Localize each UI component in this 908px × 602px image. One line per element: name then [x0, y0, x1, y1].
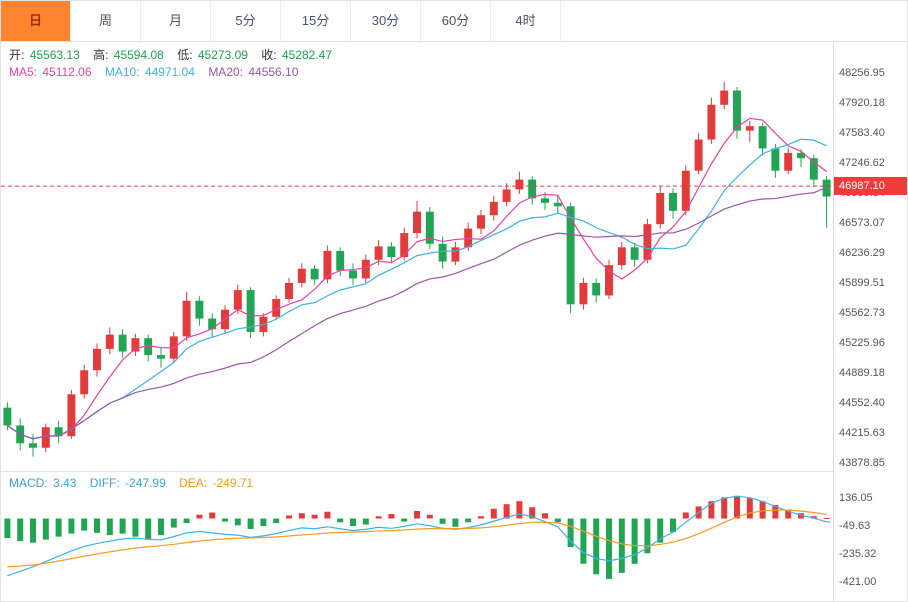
tab-60min[interactable]: 60分	[421, 1, 491, 41]
price-axis-label: 47246.62	[839, 156, 885, 169]
price-axis-label: 45562.73	[839, 306, 885, 319]
tab-week[interactable]: 周	[71, 1, 141, 41]
macd-label: MACD:	[9, 476, 48, 490]
ohlc-readout: 开: 45563.13 高: 45594.08 低: 45273.09 收: 4…	[9, 46, 342, 63]
current-price-badge: 46987.10	[834, 177, 907, 196]
close-label: 收:	[261, 48, 277, 62]
macd-axis-label: -421.00	[839, 576, 877, 589]
low-label: 低:	[177, 48, 193, 62]
price-axis: 46987.10 48256.95 47920.18 47583.40 47246.6…	[833, 41, 907, 601]
ma5-value: 45112.06	[42, 65, 92, 79]
ma5-label: MA5:	[9, 65, 38, 79]
price-axis-label: 45899.51	[839, 276, 885, 289]
price-axis-label: 44552.40	[839, 396, 885, 409]
ma-readout: MA5: 45112.06 MA10: 44971.04 MA20: 44556…	[9, 65, 308, 79]
dea-label: DEA:	[179, 476, 208, 490]
macd-readout: MACD: 3.43 DIFF: -247.99 DEA: -249.71	[9, 476, 263, 490]
price-axis-label: 44215.63	[839, 426, 885, 439]
timeframe-tabbar: 日周月 5分 15分 30分 60分 4时	[1, 1, 907, 42]
price-axis-label: 47920.18	[839, 96, 885, 109]
price-axis-label: 46573.07	[839, 216, 885, 229]
tab-day[interactable]: 日	[1, 1, 71, 41]
tab-15min[interactable]: 15分	[281, 1, 351, 41]
dea-value: -249.71	[212, 476, 254, 490]
panel-divider	[1, 471, 907, 472]
diff-label: DIFF:	[89, 476, 120, 490]
macd-axis-label: -235.32	[839, 548, 877, 561]
low-value: 45273.09	[197, 48, 248, 62]
high-value: 45594.08	[113, 48, 164, 62]
ma10-label: MA10:	[104, 65, 140, 79]
high-label: 高:	[93, 48, 109, 62]
candlestick-chart[interactable]	[1, 41, 833, 471]
tab-month[interactable]: 月	[141, 1, 211, 41]
open-label: 开:	[9, 48, 25, 62]
macd-axis-label: -49.63	[839, 520, 871, 532]
ma20-label: MA20:	[208, 65, 243, 79]
price-axis-label: 48256.95	[839, 66, 885, 79]
tab-30min[interactable]: 30分	[351, 1, 421, 41]
macd-value: 3.43	[53, 476, 77, 490]
price-axis-label: 46236.29	[839, 246, 885, 259]
ma10-value: 44971.04	[144, 65, 195, 79]
tab-5min[interactable]: 5分	[211, 1, 281, 41]
macd-chart[interactable]	[1, 471, 833, 602]
macd-axis-label: 136.05	[839, 491, 873, 504]
ma20-value: 44556.10	[248, 65, 299, 79]
price-axis-label: 47583.40	[839, 126, 885, 139]
open-value: 45563.13	[29, 48, 80, 62]
tab-4hour[interactable]: 4时	[491, 1, 561, 41]
close-value: 45282.47	[281, 48, 333, 62]
price-axis-label: 45225.96	[839, 336, 885, 349]
diff-value: -247.99	[125, 476, 166, 490]
price-axis-label: 43878.85	[839, 456, 885, 469]
price-axis-label: 44889.18	[839, 366, 885, 379]
